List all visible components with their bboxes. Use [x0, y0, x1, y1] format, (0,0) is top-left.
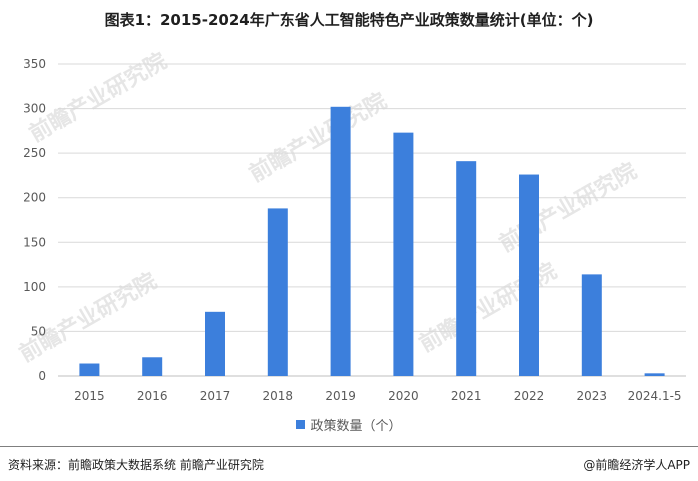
legend-swatch — [296, 420, 306, 429]
bar — [142, 357, 163, 376]
y-tick-label: 350 — [23, 57, 46, 71]
chart-title: 图表1：2015-2024年广东省人工智能特色产业政策数量统计(单位：个) — [104, 11, 594, 29]
x-tick-label: 2022 — [514, 389, 545, 403]
x-tick-label: 2020 — [388, 389, 419, 403]
bar — [79, 363, 100, 376]
y-tick-label: 0 — [38, 369, 46, 383]
bar — [330, 106, 351, 376]
x-tick-label: 2015 — [74, 389, 105, 403]
y-tick-label: 250 — [23, 146, 46, 160]
source-note: 资料来源：前瞻政策大数据系统 前瞻产业研究院 — [8, 458, 264, 472]
bar — [644, 373, 665, 376]
bar — [205, 311, 225, 376]
bar — [581, 274, 602, 376]
x-tick-label: 2019 — [325, 389, 356, 403]
x-tick-label: 2021 — [451, 389, 482, 403]
x-tick-label: 2024.1-5 — [628, 389, 682, 403]
y-tick-label: 150 — [23, 235, 46, 249]
x-tick-label: 2023 — [577, 389, 608, 403]
bar-chart: 0 50 100 150 200 250 300 350 2015 2016 2017 2018 201… — [23, 57, 686, 403]
bar — [267, 208, 288, 376]
legend-label: 政策数量（个） — [310, 419, 402, 434]
x-tick-label: 2016 — [137, 389, 168, 403]
y-tick-label: 300 — [23, 102, 46, 116]
y-tick-label: 50 — [31, 324, 46, 338]
y-tick-label: 200 — [23, 191, 46, 205]
legend: 政策数量（个） — [0, 415, 698, 434]
bar — [393, 132, 414, 376]
bar — [519, 174, 539, 376]
brand-credit: @前瞻经济学人APP — [583, 458, 690, 472]
x-tick-label: 2017 — [200, 389, 231, 403]
x-tick-label: 2018 — [263, 389, 294, 403]
footer: 资料来源：前瞻政策大数据系统 前瞻产业研究院 @前瞻经济学人APP — [0, 446, 698, 481]
y-tick-label: 100 — [23, 280, 46, 294]
bar — [456, 161, 477, 376]
